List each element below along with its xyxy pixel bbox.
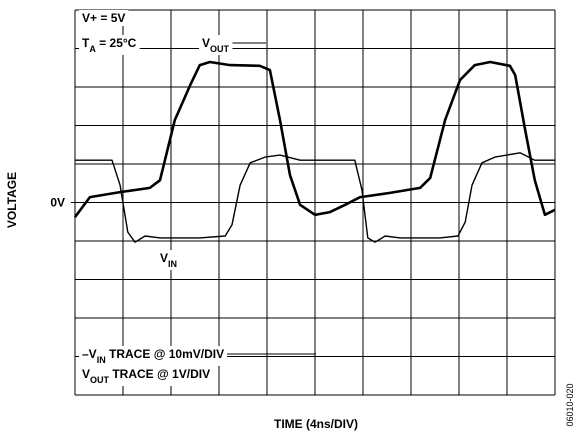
annotation: –VIN TRACE @ 10mV/DIV (79, 346, 316, 366)
figure-id: 06010-020 (565, 383, 575, 426)
grid (74, 9, 556, 396)
text-part: V+ = 5V (82, 11, 125, 25)
label-background (199, 35, 233, 55)
annotation-text: –VIN TRACE @ 10mV/DIV (82, 347, 224, 365)
subscript: OUT (90, 375, 110, 385)
y-tick-label: 0V (50, 196, 65, 210)
text-part: TRACE @ 10mV/DIV (106, 347, 224, 361)
label-background (79, 346, 228, 366)
text-part: V (82, 367, 90, 381)
trace (73, 60, 556, 218)
subscript: A (89, 44, 96, 54)
subscript: OUT (210, 44, 230, 54)
annotation-text: TA = 25°C (82, 36, 137, 54)
series-label: VIN (157, 250, 181, 270)
subscript: IN (168, 259, 177, 269)
label-background (79, 366, 214, 386)
annotation: VOUT TRACE @ 1V/DIV (79, 366, 214, 386)
text-part: T (82, 36, 90, 50)
annotation: V+ = 5V (79, 10, 129, 26)
annotation: TA = 25°C (79, 35, 140, 55)
series-label: VOUT (199, 35, 266, 55)
x-axis-label: TIME (4ns/DIV) (274, 417, 358, 431)
series-label-text: VIN (160, 251, 177, 269)
text-part: = 25°C (96, 36, 137, 50)
annotation-text: V+ = 5V (82, 11, 125, 25)
trace (75, 152, 555, 243)
text-part: –V (82, 347, 97, 361)
label-background (79, 35, 140, 55)
series-label-text: VOUT (202, 36, 230, 54)
text-part: V (160, 251, 168, 265)
text-part: TRACE @ 1V/DIV (109, 367, 210, 381)
label-background (157, 250, 181, 270)
y-axis-label: VOLTAGE (5, 172, 19, 228)
text-part: V (202, 36, 210, 50)
annotation-text: VOUT TRACE @ 1V/DIV (82, 367, 210, 385)
label-background (79, 10, 129, 26)
subscript: IN (97, 355, 106, 365)
